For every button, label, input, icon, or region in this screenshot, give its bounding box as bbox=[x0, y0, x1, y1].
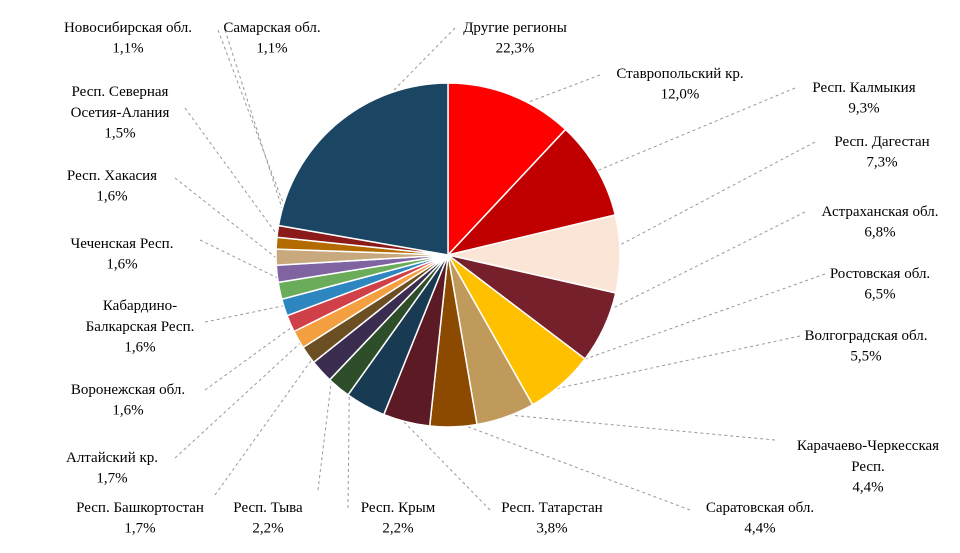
leader-line bbox=[347, 374, 350, 509]
leader-line bbox=[214, 344, 323, 496]
leader-line bbox=[581, 87, 796, 178]
category-label: Алтайский кр. bbox=[66, 450, 158, 466]
leader-line bbox=[588, 211, 806, 321]
slice bbox=[445, 128, 617, 257]
value-label: 1,6% bbox=[106, 257, 137, 273]
category-label: Воронежская обл. bbox=[71, 382, 185, 398]
slices bbox=[275, 82, 621, 428]
category-label: Респ. Дагестан bbox=[834, 134, 929, 150]
value-label: 1,7% bbox=[96, 471, 127, 487]
category-label: Респ. Хакасия bbox=[67, 168, 157, 184]
value-label: 1,5% bbox=[104, 126, 135, 142]
category-label: Новосибирская обл. bbox=[64, 20, 192, 36]
value-label: 6,5% bbox=[864, 287, 895, 303]
category-label: Респ. Тыва bbox=[233, 500, 303, 516]
value-label: 7,3% bbox=[866, 155, 897, 171]
leader-line bbox=[174, 177, 295, 273]
leader-line bbox=[184, 107, 294, 258]
category-label: Чеченская Респ. bbox=[71, 236, 174, 252]
category-label: Карачаево-Черкесская Респ. bbox=[797, 438, 939, 475]
value-label: 1,1% bbox=[256, 41, 287, 57]
value-label: 1,6% bbox=[96, 189, 127, 205]
category-label: Респ. Калмыкия bbox=[812, 80, 915, 96]
leader-line bbox=[204, 301, 301, 323]
leader-line bbox=[217, 29, 296, 234]
category-label: Ростовская обл. bbox=[830, 266, 930, 282]
category-label: Респ. Северная Осетия-Алания bbox=[71, 84, 170, 121]
category-label: Респ. Крым bbox=[361, 500, 436, 516]
value-label: 1,1% bbox=[112, 41, 143, 57]
category-label: Волгоградская обл. bbox=[804, 328, 927, 344]
leader-line bbox=[602, 141, 816, 255]
category-label: Респ. Татарстан bbox=[501, 500, 602, 516]
value-label: 1,6% bbox=[112, 403, 143, 419]
value-label: 3,8% bbox=[536, 521, 567, 537]
category-label: Ставропольский кр. bbox=[616, 66, 743, 82]
value-label: 2,2% bbox=[382, 521, 413, 537]
category-label: Саратовская обл. bbox=[706, 500, 814, 516]
value-label: 2,2% bbox=[252, 521, 283, 537]
value-label: 12,0% bbox=[661, 87, 700, 103]
leader-line bbox=[174, 330, 314, 459]
value-label: 22,3% bbox=[496, 41, 535, 57]
slice bbox=[447, 82, 567, 257]
value-label: 4,4% bbox=[744, 521, 775, 537]
slice bbox=[277, 82, 449, 256]
value-label: 9,3% bbox=[848, 101, 879, 117]
value-label: 5,5% bbox=[850, 349, 881, 365]
value-label: 1,6% bbox=[124, 340, 155, 356]
category-label: Астраханская обл. bbox=[821, 204, 938, 220]
leader-line bbox=[204, 316, 307, 391]
category-label: Респ. Башкортостан bbox=[76, 500, 204, 516]
value-label: 6,8% bbox=[864, 225, 895, 241]
value-label: 1,7% bbox=[124, 521, 155, 537]
category-label: Кабардино-Балкарская Респ. bbox=[86, 298, 195, 335]
leader-line bbox=[549, 273, 826, 373]
value-label: 4,4% bbox=[852, 480, 883, 496]
category-label: Другие регионы bbox=[463, 20, 567, 36]
category-label: Самарская обл. bbox=[223, 20, 320, 36]
